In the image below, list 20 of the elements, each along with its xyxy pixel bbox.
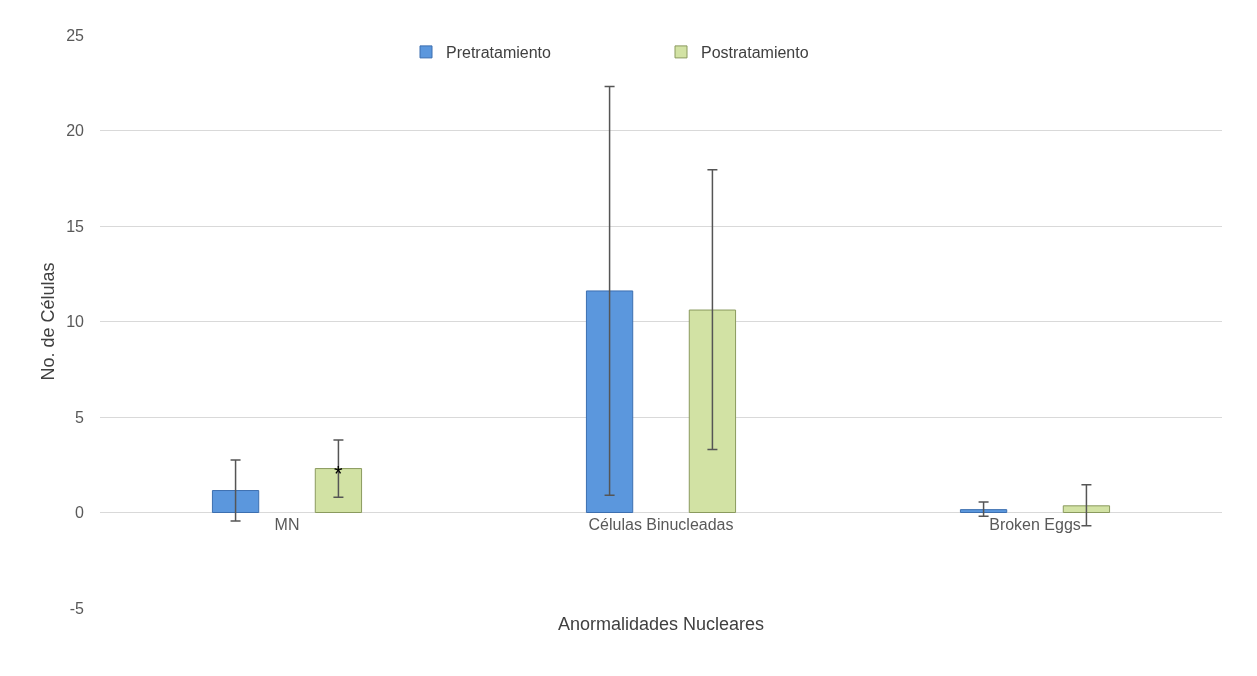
y-tick-label: 25 [66, 26, 85, 44]
y-tick-label: 5 [75, 408, 85, 426]
y-tick-label: -5 [69, 599, 85, 617]
y-tick-label: 0 [75, 504, 85, 522]
bar [314, 468, 363, 513]
bar [211, 490, 260, 513]
bar [1062, 505, 1111, 513]
x-tick-label: Broken Eggs [989, 515, 1081, 533]
bar [585, 290, 634, 513]
x-axis-title: Anormalidades Nucleares [557, 613, 765, 634]
legend-label: Postratamiento [701, 44, 809, 62]
y-axis-title: No. de Células [38, 262, 58, 381]
y-tick-label: 10 [66, 313, 85, 331]
x-tick-label: Células Binucleadas [588, 515, 734, 533]
x-tick-label: MN [274, 515, 300, 533]
bar [959, 509, 1008, 513]
y-tick-label: 20 [66, 122, 85, 140]
bar [688, 309, 737, 513]
y-tick-label: 15 [66, 217, 85, 235]
legend-label: Pretratamiento [446, 44, 552, 62]
